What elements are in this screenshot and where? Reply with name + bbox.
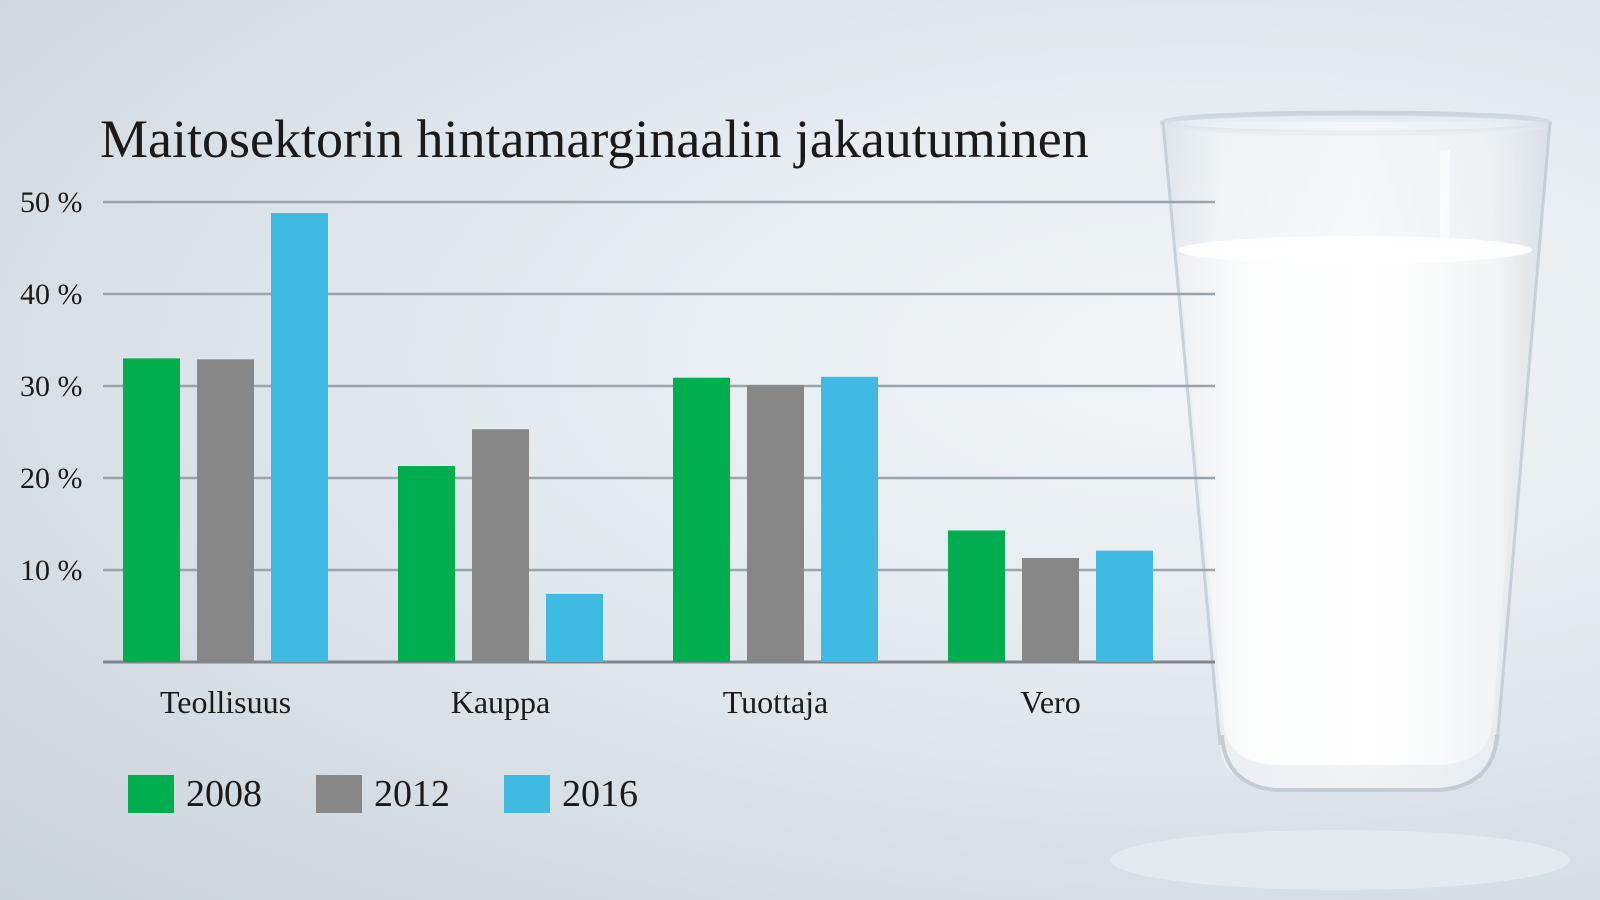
y-tick-label: 30 % [20,370,83,403]
y-tick-label: 50 % [20,186,83,219]
x-axis: Teollisuus Kauppa Tuottaja Vero [160,684,1081,720]
y-axis: 10 % 20 % 30 % 40 % 50 % [20,186,83,587]
bar-tuottaja-2012 [747,385,804,662]
bar-kauppa-2008 [398,466,455,662]
y-tick-label: 40 % [20,278,83,311]
bar-teollisuus-2008 [123,358,180,662]
bar-kauppa-2016 [546,593,603,662]
legend-item-2016: 2016 [504,772,638,816]
bar-tuottaja-2016 [821,376,878,662]
bar-kauppa-2012 [472,429,529,662]
legend-item-2012: 2012 [316,772,450,816]
legend-item-2008: 2008 [128,772,262,816]
category-label: Kauppa [451,684,551,720]
bar-teollisuus-2016 [271,213,328,663]
bar-vero-2008 [948,530,1005,662]
legend-label: 2012 [374,773,450,815]
bar-teollisuus-2012 [197,359,254,662]
milk-glass-icon [1110,110,1570,890]
category-label: Vero [1020,684,1080,720]
legend-swatch [128,775,174,813]
category-label: Tuottaja [723,684,829,720]
legend-label: 2016 [562,773,638,815]
bar-vero-2016 [1096,550,1153,662]
legend-swatch [504,775,550,813]
category-label: Teollisuus [160,684,291,720]
legend: 2008 2012 2016 [128,772,692,816]
y-tick-label: 10 % [20,554,83,587]
bars [123,213,1153,663]
bar-tuottaja-2008 [673,377,730,662]
y-tick-label: 20 % [20,462,83,495]
legend-label: 2008 [186,773,262,815]
chart-title: Maitosektorin hintamarginaalin jakautumi… [100,109,1089,169]
bar-vero-2012 [1022,558,1079,662]
legend-swatch [316,775,362,813]
